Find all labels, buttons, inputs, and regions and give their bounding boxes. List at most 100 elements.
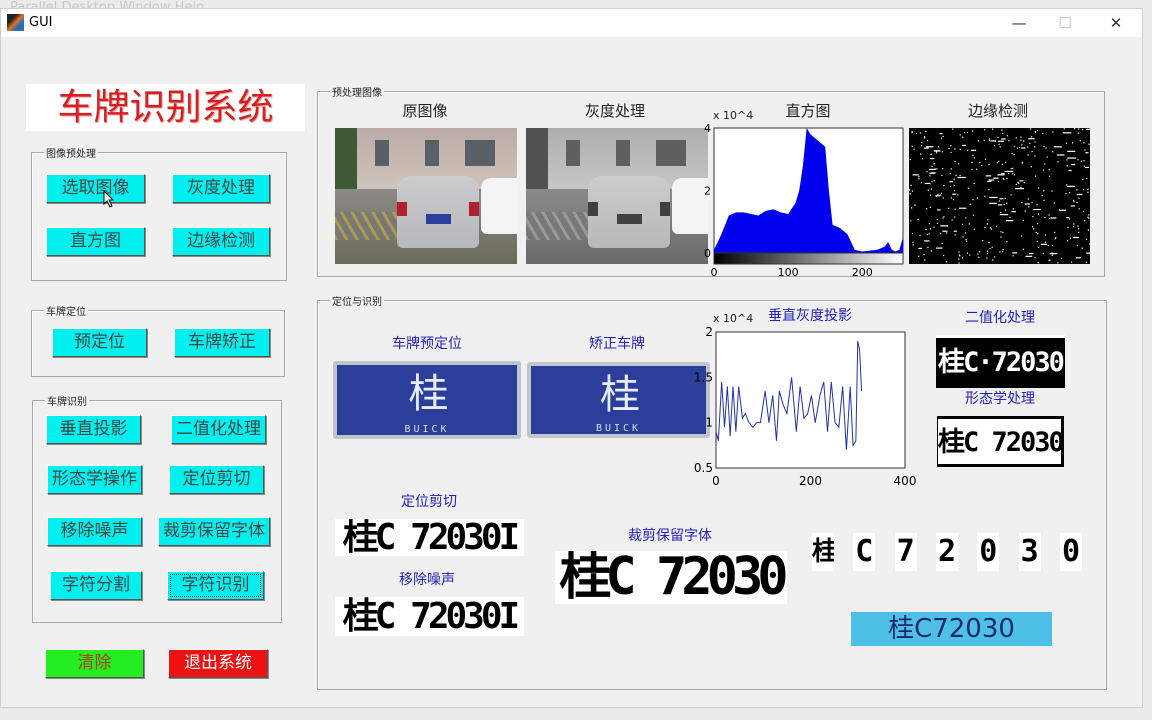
morphology-button[interactable]: 形态学操作: [47, 465, 142, 494]
edge-pixel: [1038, 246, 1040, 248]
histogram-area: [714, 128, 903, 253]
edge-pixel: [1028, 138, 1035, 140]
edge-pixel: [1034, 141, 1036, 143]
edge-pixel: [950, 168, 952, 170]
edge-pixel: [1043, 145, 1045, 148]
edge-pixel: [1067, 150, 1076, 152]
edge-pixel: [972, 130, 974, 132]
gray-image-label: 灰度处理: [584, 102, 646, 120]
edge-pixel: [954, 148, 956, 150]
app-title: 车牌识别系统: [26, 84, 305, 131]
edge-pixel: [1025, 255, 1033, 257]
plate-correct-button[interactable]: 车牌矫正: [174, 328, 270, 357]
edge-pixel: [918, 178, 920, 180]
edge-pixel: [1042, 169, 1045, 171]
edge-pixel: [918, 175, 920, 178]
edge-pixel: [936, 168, 938, 170]
vertical-projection-button[interactable]: 垂直投影: [46, 415, 141, 444]
edge-pixel: [1015, 183, 1017, 186]
edge-pixel: [1021, 144, 1023, 146]
edge-pixel: [1087, 229, 1089, 231]
edge-pixel: [986, 253, 988, 255]
edge-pixel: [941, 137, 943, 139]
edge-pixel: [1077, 159, 1079, 161]
edge-pixel: [952, 128, 954, 130]
maximize-button[interactable]: ☐: [1058, 14, 1072, 32]
edge-pixel: [1001, 129, 1003, 131]
edge-pixel: [1012, 255, 1014, 257]
edge-pixel: [1082, 178, 1084, 180]
edge-pixel: [989, 248, 991, 250]
edge-pixel: [934, 150, 940, 152]
edge-pixel: [1000, 236, 1002, 238]
edge-pixel: [971, 161, 973, 163]
edge-pixel: [919, 153, 922, 155]
edge-pixel: [1078, 231, 1080, 233]
grayscale-button[interactable]: 灰度处理: [172, 174, 270, 203]
edge-pixel: [1061, 257, 1063, 259]
crop-keep-font-button[interactable]: 裁剪保留字体: [158, 517, 270, 546]
histogram-button[interactable]: 直方图: [46, 227, 145, 256]
edge-pixel: [927, 189, 929, 191]
edge-pixel: [984, 226, 986, 229]
edge-pixel: [1032, 215, 1034, 218]
locate-crop-button[interactable]: 定位剪切: [169, 465, 264, 494]
close-button[interactable]: ✕: [1109, 14, 1123, 32]
edge-pixel: [1048, 214, 1050, 216]
edge-pixel: [937, 193, 939, 195]
edge-pixel: [991, 128, 994, 130]
edge-pixel: [1051, 190, 1053, 192]
char-segment-button[interactable]: 字符分割: [50, 571, 142, 600]
edge-pixel: [1020, 186, 1022, 188]
edge-pixel: [1004, 197, 1006, 200]
corrected-label: 矫正车牌: [589, 336, 645, 352]
edge-pixel: [1033, 228, 1035, 230]
original-car-image: [335, 128, 517, 264]
edge-pixel: [911, 132, 913, 134]
binarize-button[interactable]: 二值化处理: [171, 415, 266, 444]
edge-label: 边缘检测: [967, 102, 1029, 120]
projection-line: [715, 340, 863, 450]
edge-pixel: [959, 148, 961, 151]
exit-button[interactable]: 退出系统: [168, 649, 268, 678]
edge-pixel: [1077, 132, 1079, 134]
prelocate-button[interactable]: 预定位: [52, 328, 147, 357]
edge-pixel: [923, 253, 925, 256]
edge-pixel: [1006, 240, 1008, 243]
morph-plate-image: 桂C 72030: [937, 416, 1064, 467]
edge-pixel: [1021, 235, 1023, 237]
edge-pixel: [958, 251, 960, 253]
edge-pixel: [987, 219, 989, 221]
remove-noise-button[interactable]: 移除噪声: [47, 517, 142, 546]
edge-pixel: [962, 136, 964, 138]
edge-pixel: [1043, 190, 1045, 192]
edge-pixel: [1048, 175, 1051, 178]
edge-pixel: [1066, 159, 1068, 161]
select-image-button[interactable]: 选取图像: [46, 174, 145, 203]
edge-pixel: [929, 168, 936, 171]
edge-pixel: [1040, 243, 1048, 245]
edge-pixel: [1087, 191, 1089, 193]
edge-pixel: [1018, 182, 1020, 184]
edge-pixel: [959, 207, 967, 209]
edge-pixel: [1027, 198, 1029, 200]
edge-pixel: [978, 251, 981, 253]
edge-pixel: [1086, 252, 1090, 254]
edge-pixel: [935, 195, 938, 197]
edge-pixel: [1012, 208, 1014, 210]
edge-pixel: [942, 230, 948, 232]
panel-title: 车牌定位: [44, 303, 88, 318]
edge-pixel: [1048, 259, 1050, 261]
edge-pixel: [914, 204, 916, 206]
edge-pixel: [936, 152, 938, 154]
edge-pixel: [1002, 249, 1004, 251]
edge-pixel: [969, 254, 971, 256]
edge-detect-button[interactable]: 边缘检测: [172, 227, 270, 256]
char-recognize-button[interactable]: 字符识别: [167, 571, 264, 600]
minimize-button[interactable]: —: [1011, 14, 1027, 32]
edge-pixel: [1053, 202, 1055, 204]
edge-pixel: [1037, 262, 1039, 264]
edge-pixel: [942, 217, 944, 219]
edge-pixel: [1001, 251, 1004, 253]
clear-button[interactable]: 清除: [45, 649, 144, 678]
